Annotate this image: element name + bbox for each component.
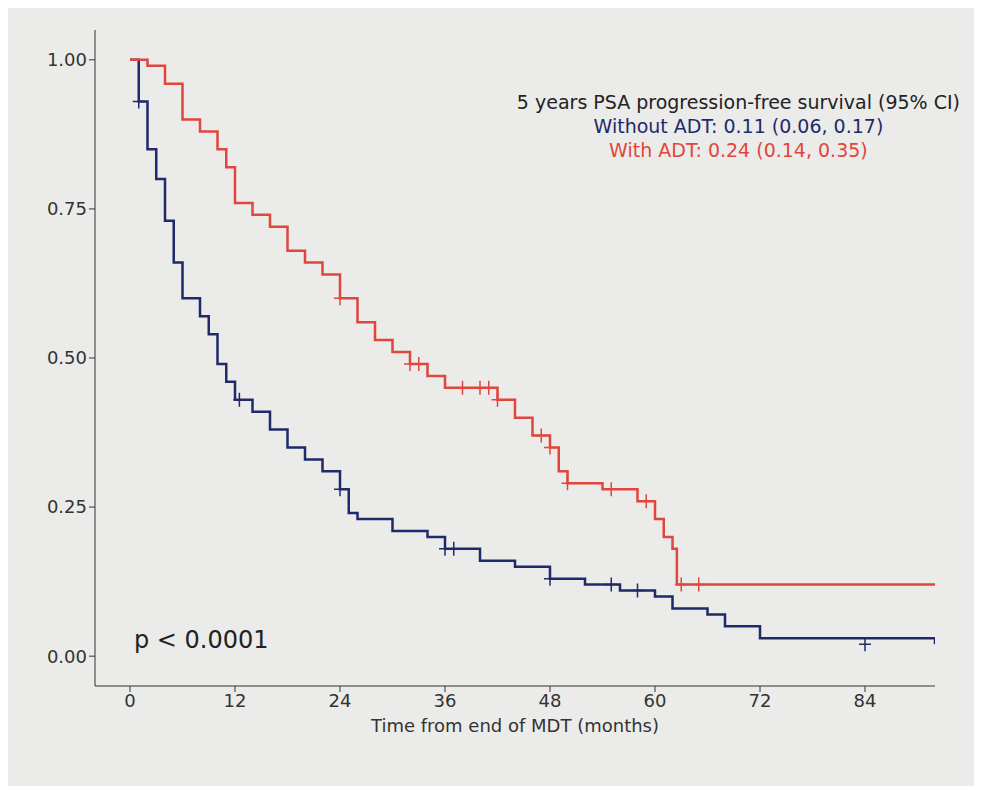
svg-text:0.25: 0.25 [47,496,87,517]
svg-text:0: 0 [124,690,135,711]
svg-text:0.50: 0.50 [47,347,87,368]
svg-text:72: 72 [749,690,772,711]
svg-text:1.00: 1.00 [47,49,87,70]
svg-text:60: 60 [644,690,667,711]
svg-text:12: 12 [224,690,247,711]
svg-text:84: 84 [854,690,877,711]
svg-text:24: 24 [329,690,352,711]
svg-text:0.00: 0.00 [47,646,87,667]
html-text:With ADT: 0.24 (0.14, 0.35): With ADT: 0.24 (0.14, 0.35) [609,139,868,161]
html-text:p < 0.0001: p < 0.0001 [134,626,269,654]
svg-text:36: 36 [434,690,457,711]
svg-text:0.75: 0.75 [47,198,87,219]
html-text:5 years PSA progression-free s: 5 years PSA progression-free survival (9… [516,91,960,113]
html-text:Without ADT: 0.11 (0.06, 0.17): Without ADT: 0.11 (0.06, 0.17) [593,115,884,137]
svg-text:48: 48 [539,690,562,711]
svg-text:Time from end of MDT (months): Time from end of MDT (months) [370,715,659,736]
